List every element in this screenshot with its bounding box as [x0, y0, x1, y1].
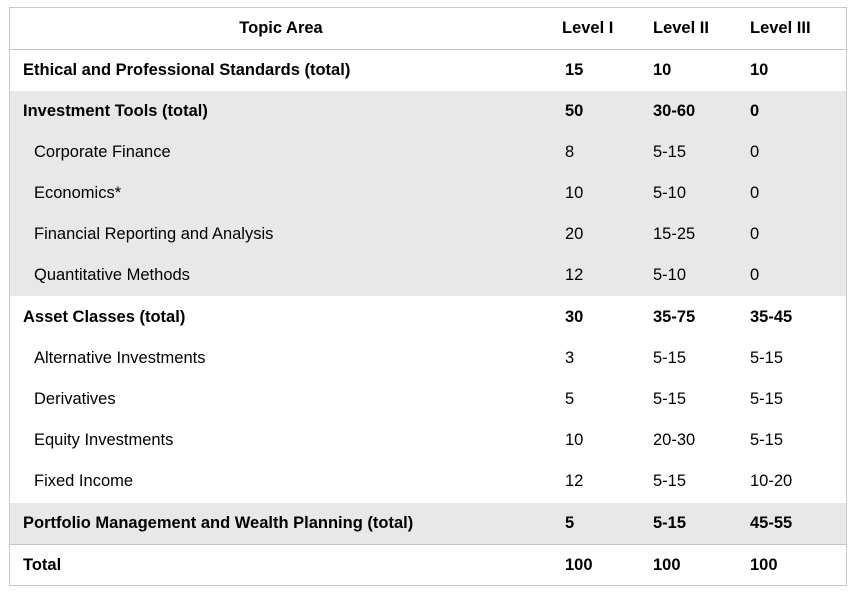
level-3-cell: 0 [750, 102, 760, 120]
level-1-cell: 10 [565, 431, 584, 449]
level-2-cell: 30-60 [653, 102, 696, 120]
topic-cell: Portfolio Management and Wealth Planning… [23, 514, 414, 532]
table-row-total: Total 100 100 100 [10, 544, 846, 586]
level-1-cell: 100 [565, 556, 593, 574]
topic-cell: Derivatives [34, 390, 116, 408]
level-3-cell: 0 [750, 266, 760, 284]
level-3-cell: 10-20 [750, 472, 793, 490]
level-2-cell: 5-15 [653, 143, 687, 161]
level-3-cell: 0 [750, 184, 760, 202]
table-row-asset-classes: Asset Classes (total) 30 35-75 35-45 [10, 297, 846, 338]
topic-cell: Fixed Income [34, 472, 134, 490]
topic-cell: Financial Reporting and Analysis [34, 225, 274, 243]
level-2-cell: 15-25 [653, 225, 696, 243]
level-1-cell: 3 [565, 349, 575, 367]
header-level-1: Level I [562, 19, 614, 37]
level-3-cell: 10 [750, 61, 769, 79]
level-1-cell: 15 [565, 61, 584, 79]
level-2-cell: 20-30 [653, 431, 696, 449]
header-topic-area: Topic Area [239, 19, 323, 37]
table-row-corporate-finance: Corporate Finance 8 5-15 0 [10, 132, 846, 173]
table-header-row: Topic Area Level I Level II Level III [10, 8, 846, 49]
header-level-2: Level II [653, 19, 709, 37]
level-1-cell: 10 [565, 184, 584, 202]
level-1-cell: 8 [565, 143, 575, 161]
level-1-cell: 20 [565, 225, 584, 243]
level-1-cell: 12 [565, 472, 584, 490]
table-row-economics: Economics* 10 5-10 0 [10, 173, 846, 214]
level-2-cell: 100 [653, 556, 681, 574]
topic-cell: Alternative Investments [34, 349, 206, 367]
topic-cell: Equity Investments [34, 431, 174, 449]
table-row-fixed-income: Fixed Income 12 5-15 10-20 [10, 461, 846, 502]
level-2-cell: 10 [653, 61, 672, 79]
topic-cell: Investment Tools (total) [23, 102, 208, 120]
table-row-financial-reporting: Financial Reporting and Analysis 20 15-2… [10, 214, 846, 255]
topic-cell: Ethical and Professional Standards (tota… [23, 61, 351, 79]
level-3-cell: 35-45 [750, 308, 793, 326]
level-1-cell: 30 [565, 308, 584, 326]
topic-cell: Asset Classes (total) [23, 308, 186, 326]
table-row-ethics: Ethical and Professional Standards (tota… [10, 49, 846, 91]
level-3-cell: 0 [750, 143, 760, 161]
level-1-cell: 5 [565, 514, 575, 532]
level-2-cell: 5-10 [653, 266, 687, 284]
level-2-cell: 35-75 [653, 308, 696, 326]
level-3-cell: 5-15 [750, 390, 784, 408]
table-row-portfolio-management: Portfolio Management and Wealth Planning… [10, 503, 846, 544]
table-row-quantitative-methods: Quantitative Methods 12 5-10 0 [10, 255, 846, 296]
level-2-cell: 5-15 [653, 390, 687, 408]
topic-cell: Total [23, 556, 62, 574]
level-1-cell: 12 [565, 266, 584, 284]
table-row-alternative-investments: Alternative Investments 3 5-15 5-15 [10, 338, 846, 379]
level-3-cell: 0 [750, 225, 760, 243]
level-2-cell: 5-15 [653, 349, 687, 367]
level-3-cell: 5-15 [750, 431, 784, 449]
level-2-cell: 5-15 [653, 472, 687, 490]
level-1-cell: 50 [565, 102, 584, 120]
level-3-cell: 100 [750, 556, 778, 574]
table-row-derivatives: Derivatives 5 5-15 5-15 [10, 379, 846, 420]
level-2-cell: 5-15 [653, 514, 687, 532]
level-3-cell: 5-15 [750, 349, 784, 367]
header-level-3: Level III [750, 19, 811, 37]
level-1-cell: 5 [565, 390, 575, 408]
table-row-investment-tools: Investment Tools (total) 50 30-60 0 [10, 91, 846, 132]
topic-weights-table: Topic Area Level I Level II Level III Et… [9, 7, 847, 586]
topic-cell: Quantitative Methods [34, 266, 190, 284]
topic-cell: Economics* [34, 184, 122, 202]
level-3-cell: 45-55 [750, 514, 793, 532]
level-2-cell: 5-10 [653, 184, 687, 202]
topic-cell: Corporate Finance [34, 143, 171, 161]
table-row-equity-investments: Equity Investments 10 20-30 5-15 [10, 420, 846, 461]
